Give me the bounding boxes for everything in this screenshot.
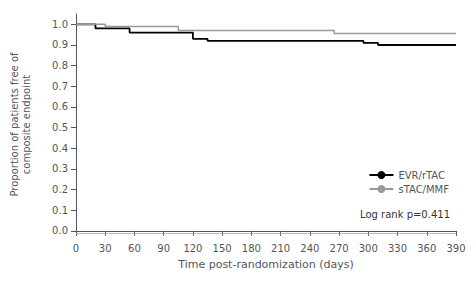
svg-text:0.3: 0.3 — [52, 163, 68, 174]
svg-text:0: 0 — [73, 243, 79, 254]
svg-text:150: 150 — [213, 243, 232, 254]
svg-text:0.8: 0.8 — [52, 60, 68, 71]
svg-text:90: 90 — [157, 243, 170, 254]
svg-text:Proportion of patients free of: Proportion of patients free of — [9, 52, 20, 197]
svg-text:0.5: 0.5 — [52, 122, 68, 133]
svg-text:sTAC/MMF: sTAC/MMF — [398, 184, 449, 195]
svg-text:0.9: 0.9 — [52, 39, 68, 50]
svg-text:0.1: 0.1 — [52, 205, 68, 216]
svg-text:390: 390 — [446, 243, 465, 254]
svg-text:0.7: 0.7 — [52, 81, 68, 92]
svg-text:0.2: 0.2 — [52, 184, 68, 195]
svg-text:270: 270 — [330, 243, 349, 254]
svg-text:Time post-randomization (days): Time post-randomization (days) — [177, 258, 354, 271]
svg-text:180: 180 — [242, 243, 261, 254]
svg-text:0.6: 0.6 — [52, 101, 68, 112]
svg-text:0.0: 0.0 — [52, 225, 68, 236]
svg-text:330: 330 — [388, 243, 407, 254]
svg-text:360: 360 — [417, 243, 436, 254]
svg-text:0.4: 0.4 — [52, 143, 68, 154]
svg-text:Log rank p=0.411: Log rank p=0.411 — [360, 209, 450, 220]
svg-text:60: 60 — [128, 243, 141, 254]
svg-text:EVR/rTAC: EVR/rTAC — [398, 170, 445, 181]
svg-text:30: 30 — [99, 243, 112, 254]
svg-text:240: 240 — [300, 243, 319, 254]
svg-text:210: 210 — [271, 243, 290, 254]
svg-text:120: 120 — [183, 243, 202, 254]
svg-text:1.0: 1.0 — [52, 19, 68, 30]
svg-text:300: 300 — [359, 243, 378, 254]
svg-text:composite endpoint: composite endpoint — [21, 75, 32, 174]
